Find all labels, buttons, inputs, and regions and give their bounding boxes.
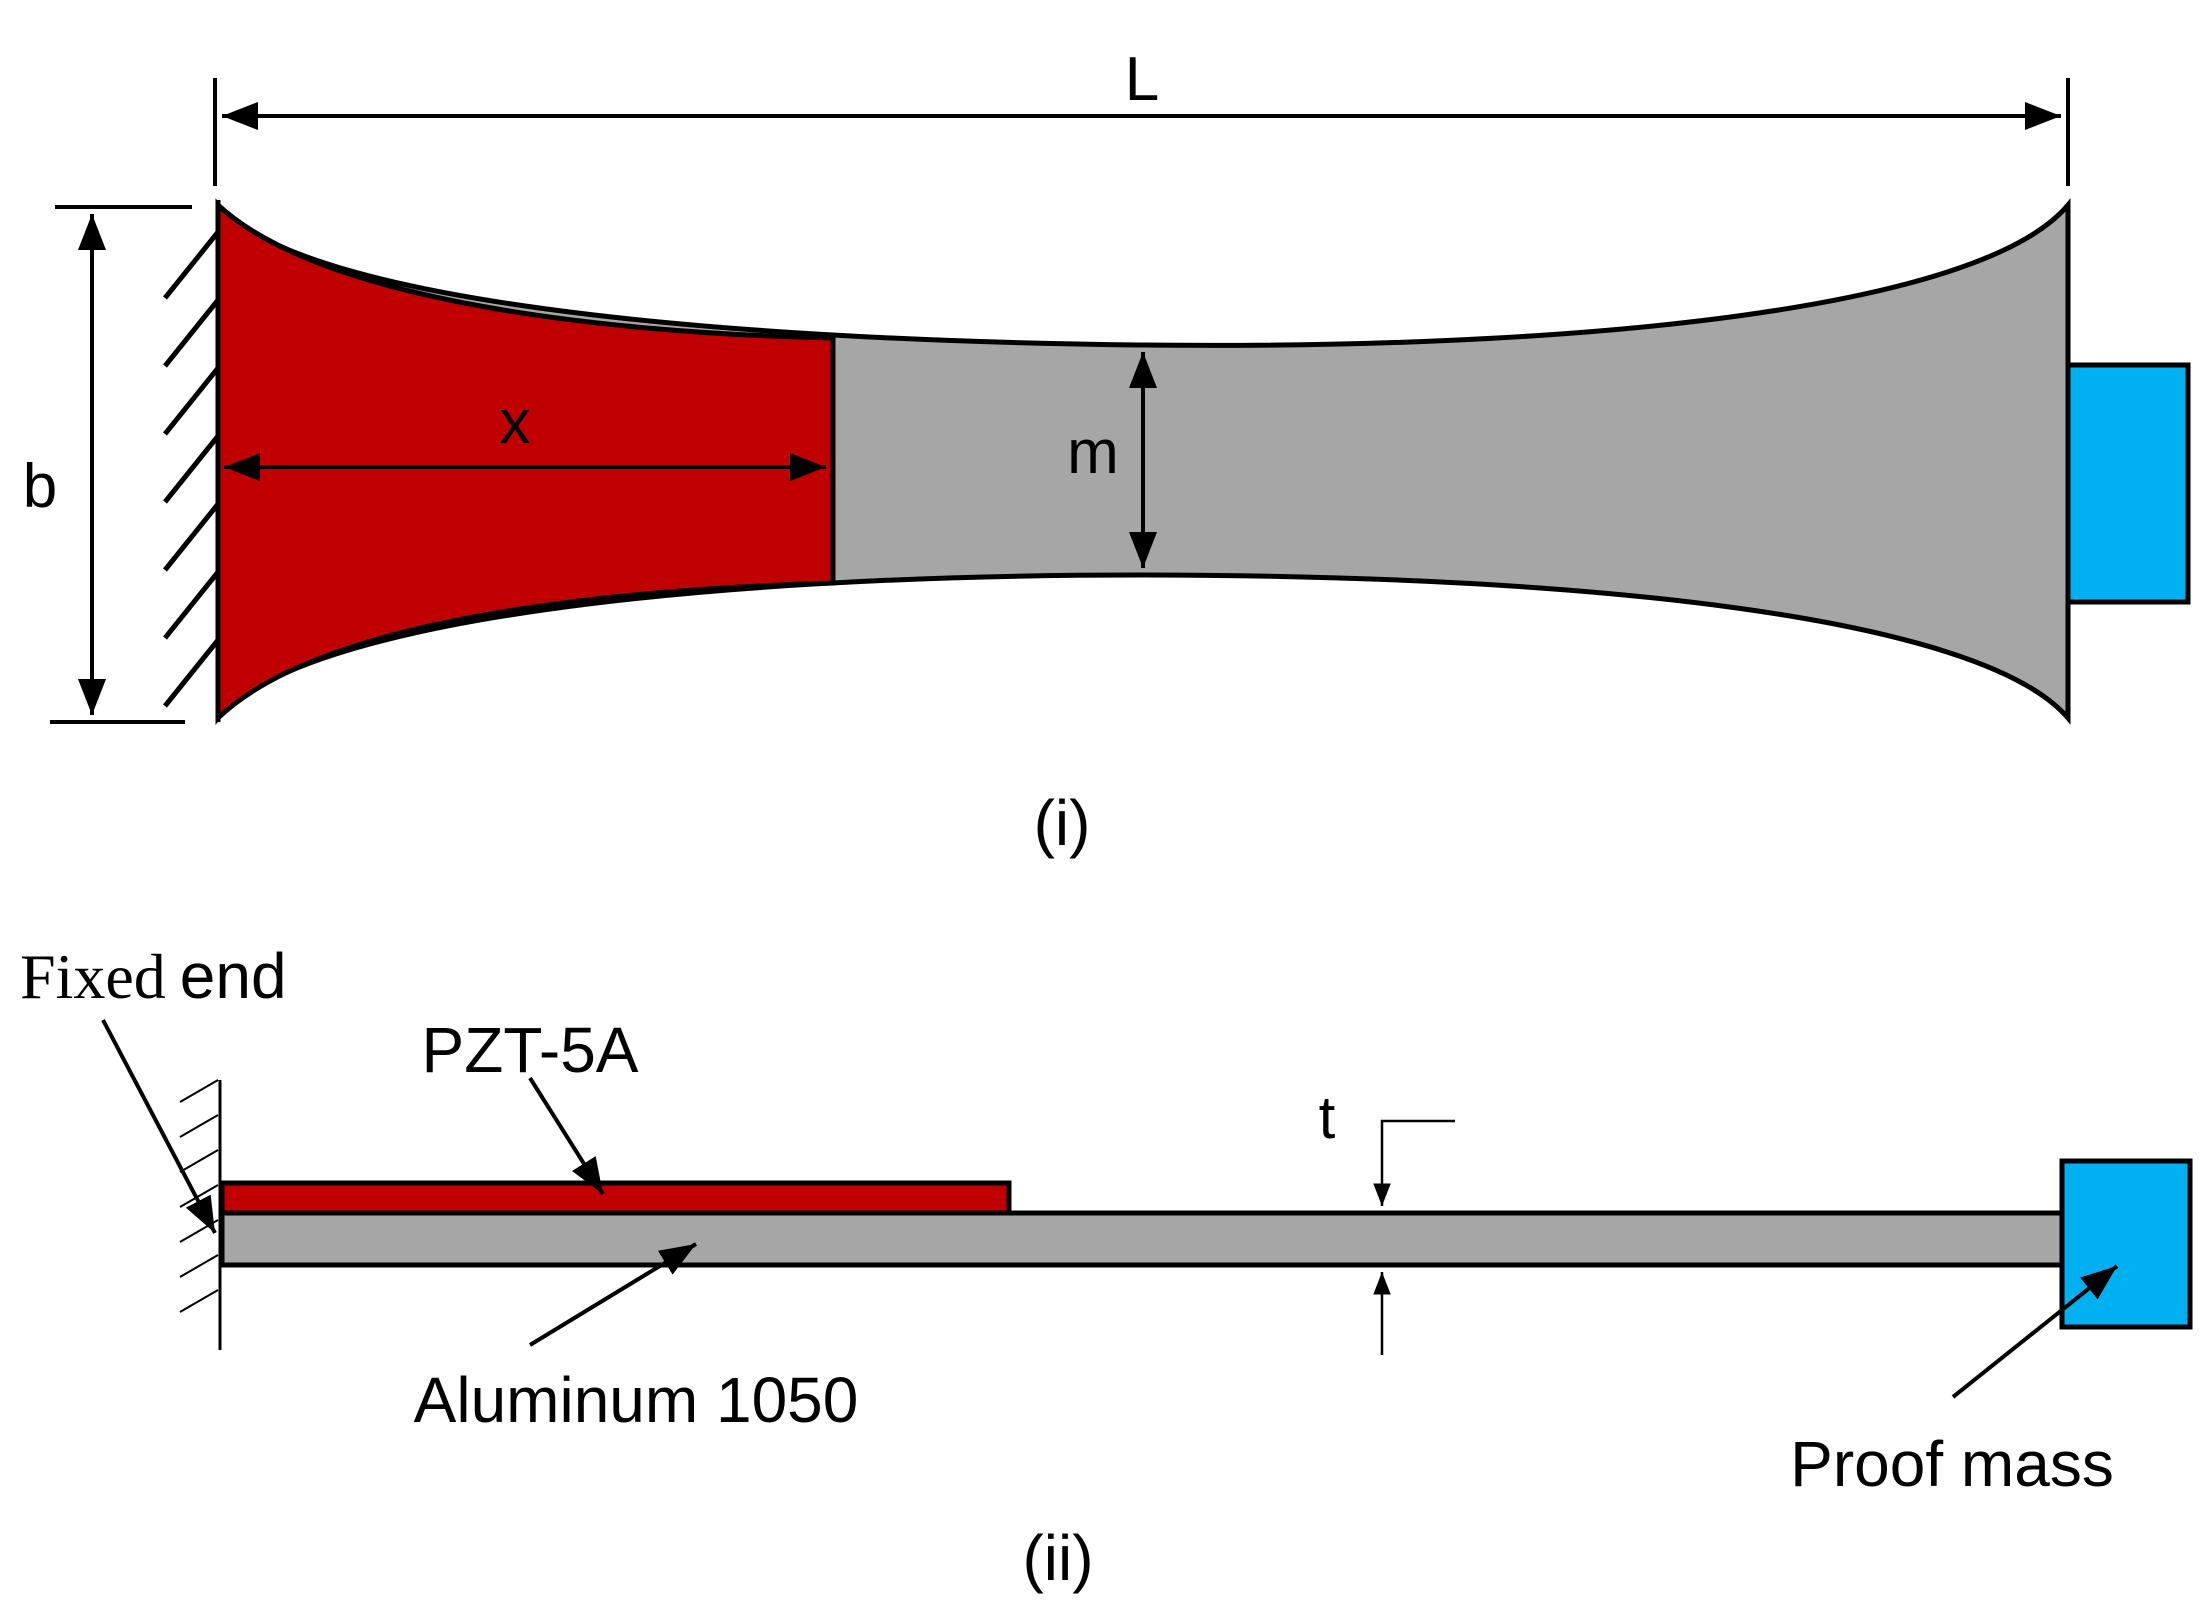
side-view: t Fixed end PZT-5A Aluminum 1050 Proof ma… [20, 940, 2193, 1594]
pzt-label: PZT-5A [422, 1014, 639, 1086]
proof-mass-side-view [2059, 1158, 2193, 1330]
width-label: b [23, 452, 57, 521]
fixed-wall-side-view [179, 1079, 222, 1350]
fixed-end-label: Fixed end [20, 940, 287, 1012]
caption-ii: (ii) [1022, 1522, 1093, 1594]
top-view: L b x m (i) [23, 45, 2191, 859]
caption-i: (i) [1034, 787, 1091, 859]
piezo-length-label: x [500, 388, 531, 457]
aluminum-label: Aluminum 1050 [414, 1364, 859, 1436]
thickness-label: t [1319, 1084, 1336, 1151]
thickness-dimension [1373, 1119, 1455, 1355]
fixed-wall-top-view [163, 200, 221, 722]
piezo-top-view [215, 199, 836, 724]
width-dimension [50, 205, 192, 724]
proof-mass-top-view [2065, 362, 2191, 605]
leader-arrows [101, 1019, 2119, 1399]
length-label: L [1125, 45, 1159, 114]
min-width-label: m [1067, 418, 1119, 487]
substrate-side-view [219, 1210, 2065, 1268]
length-dimension [213, 78, 2070, 186]
piezo-side-view [219, 1180, 1012, 1216]
proof-mass-label: Proof mass [1790, 1428, 2114, 1500]
